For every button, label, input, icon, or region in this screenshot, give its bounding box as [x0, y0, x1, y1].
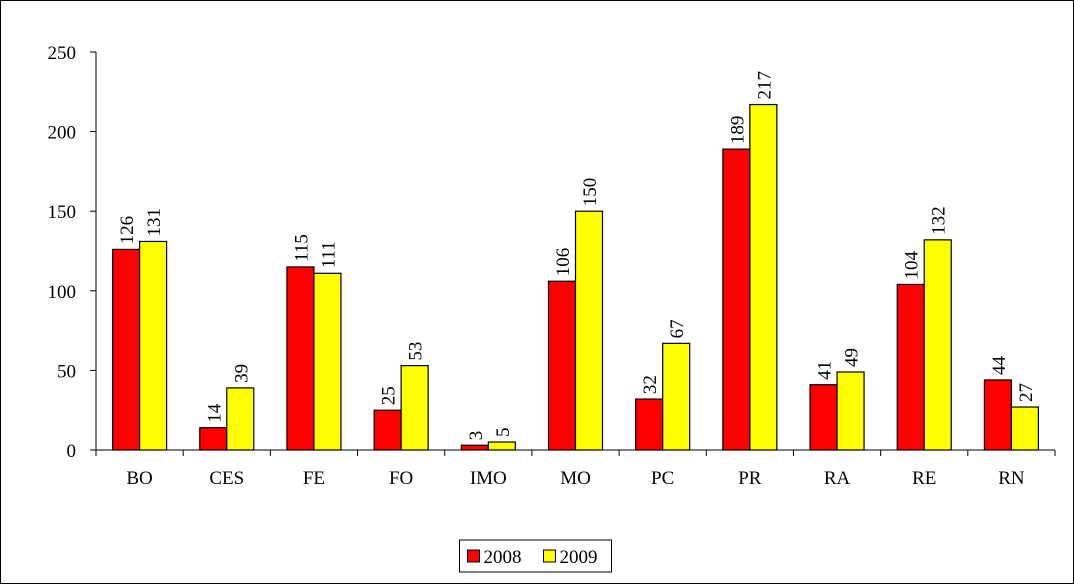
- bar: [487, 441, 516, 451]
- y-tick-label: 50: [57, 361, 76, 382]
- data-label: 14: [204, 403, 225, 423]
- bar: [749, 103, 778, 451]
- data-label: 115: [291, 234, 312, 262]
- bar: [199, 427, 228, 451]
- x-tick-label: MO: [560, 468, 591, 489]
- bar: [138, 240, 168, 451]
- bar: [547, 280, 577, 451]
- y-tick-label: 0: [67, 441, 77, 462]
- data-label: 49: [842, 348, 863, 367]
- bar: [923, 239, 952, 451]
- data-label: 27: [1016, 383, 1037, 402]
- data-label: 131: [144, 208, 165, 237]
- y-tick-label: 150: [48, 202, 77, 223]
- x-tick-label: IMO: [470, 468, 507, 489]
- data-label: 111: [318, 241, 339, 268]
- bar: [373, 409, 402, 451]
- bar: [574, 210, 604, 451]
- x-tick-label: PR: [738, 468, 762, 489]
- legend-box: [459, 539, 612, 573]
- bar: [400, 365, 429, 451]
- bar: [983, 379, 1013, 451]
- x-tick-label: PC: [651, 468, 674, 489]
- x-tick-label: FE: [303, 468, 325, 489]
- y-tick-label: 100: [48, 282, 77, 303]
- data-label: 132: [929, 206, 950, 235]
- x-tick-label: FO: [389, 468, 413, 489]
- data-label: 189: [727, 116, 748, 145]
- x-tick-label: RE: [912, 468, 936, 489]
- bar: [1010, 406, 1040, 451]
- data-label: 67: [667, 319, 688, 338]
- x-tick-label: RN: [998, 468, 1025, 489]
- bar: [809, 384, 838, 451]
- data-label: 106: [553, 248, 574, 277]
- data-label: 44: [989, 355, 1010, 375]
- data-label: 32: [640, 375, 661, 394]
- bar: [286, 266, 315, 451]
- x-tick-label: BO: [126, 468, 152, 489]
- data-label: 104: [902, 250, 923, 279]
- data-label: 150: [580, 178, 601, 207]
- data-label: 41: [815, 361, 836, 380]
- data-label: 5: [493, 428, 514, 438]
- x-tick-label: RA: [824, 468, 851, 489]
- bar: [460, 444, 489, 451]
- bar: [226, 387, 255, 451]
- legend-label: 2009: [560, 547, 598, 568]
- bar: [635, 398, 664, 451]
- data-label: 53: [406, 342, 427, 361]
- y-tick-label: 200: [48, 123, 77, 144]
- bar: [111, 248, 141, 451]
- y-tick-label: 250: [48, 43, 77, 64]
- legend-swatch: [467, 549, 480, 563]
- legend-swatch: [543, 549, 556, 563]
- bar: [722, 148, 751, 451]
- bar: [662, 342, 691, 451]
- legend-label: 2008: [484, 547, 522, 568]
- data-label: 39: [231, 364, 252, 383]
- bar: [836, 371, 865, 451]
- data-label: 126: [117, 216, 138, 245]
- data-label: 25: [379, 386, 400, 405]
- x-tick-label: CES: [209, 468, 244, 489]
- data-label: 3: [466, 431, 487, 441]
- bar: [896, 283, 925, 451]
- bar: [313, 272, 342, 451]
- data-label: 217: [754, 71, 775, 100]
